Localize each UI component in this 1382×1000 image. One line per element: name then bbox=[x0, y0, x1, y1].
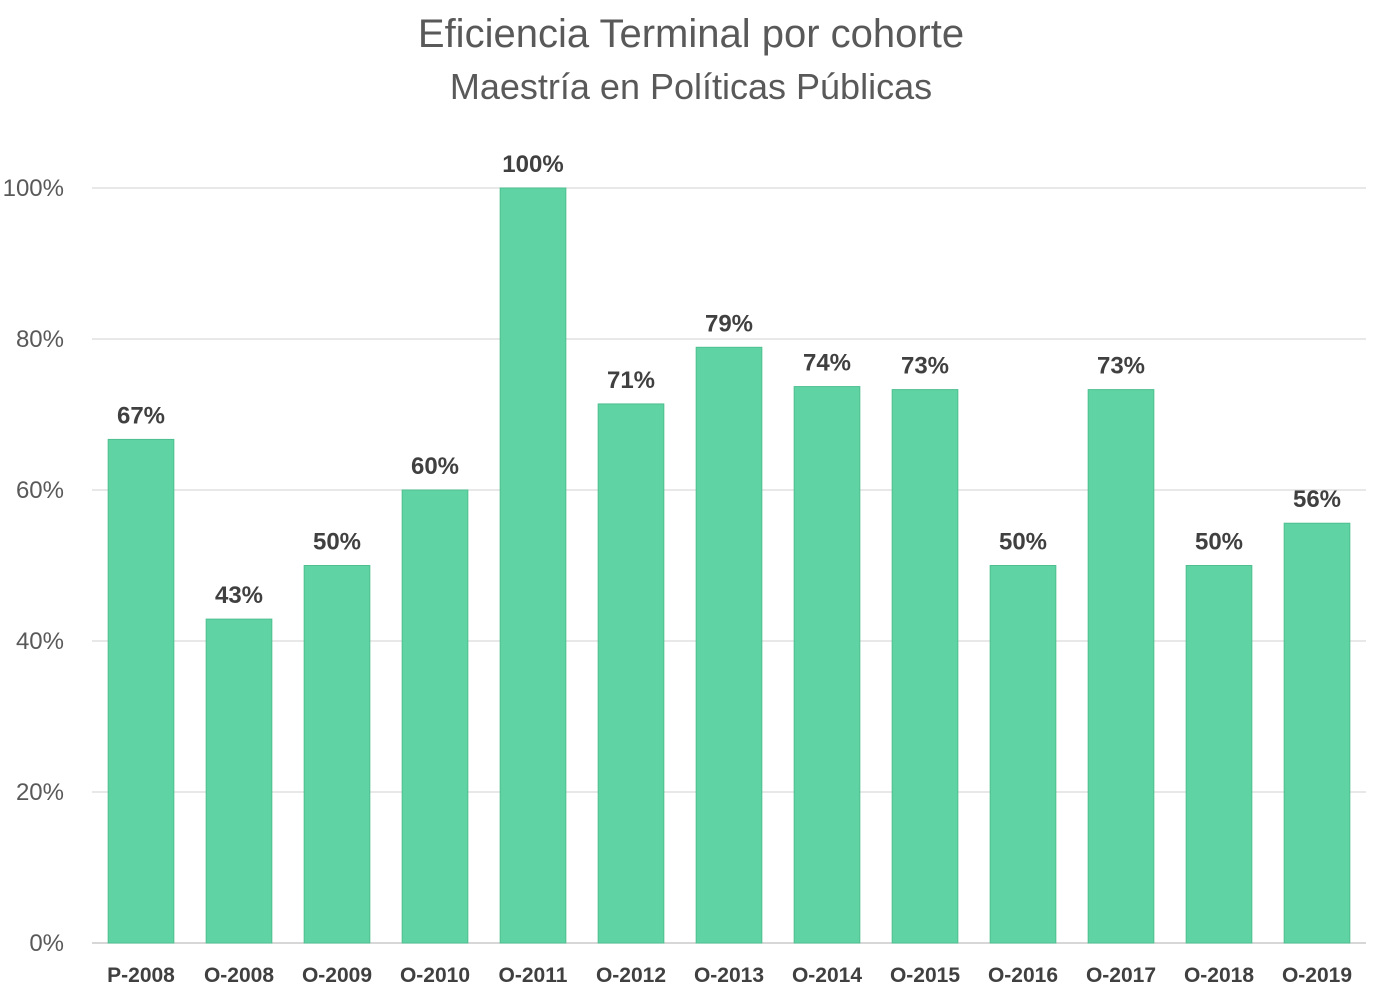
bar bbox=[1185, 565, 1253, 944]
y-tick-label: 0% bbox=[29, 930, 64, 957]
y-tick-label: 20% bbox=[16, 779, 64, 806]
data-label: 56% bbox=[1293, 486, 1341, 513]
x-tick-label: O-2016 bbox=[988, 964, 1058, 987]
x-tick-label: O-2013 bbox=[694, 964, 764, 987]
bar bbox=[597, 403, 665, 944]
data-label: 100% bbox=[502, 151, 563, 178]
data-label: 67% bbox=[117, 402, 165, 429]
data-label: 43% bbox=[215, 582, 263, 609]
bar bbox=[205, 618, 273, 944]
bar bbox=[793, 386, 861, 944]
y-tick-label: 80% bbox=[16, 326, 64, 353]
data-label: 50% bbox=[999, 529, 1047, 556]
bar bbox=[1087, 389, 1155, 944]
x-tick-label: O-2019 bbox=[1282, 964, 1352, 987]
data-label: 50% bbox=[1195, 529, 1243, 556]
data-label: 71% bbox=[607, 367, 655, 394]
x-tick-label: O-2014 bbox=[792, 964, 862, 987]
bar bbox=[401, 489, 469, 944]
x-tick-label: P-2008 bbox=[107, 964, 175, 987]
bar bbox=[499, 187, 567, 944]
data-label: 74% bbox=[803, 350, 851, 377]
data-label: 50% bbox=[313, 529, 361, 556]
y-tick-label: 60% bbox=[16, 477, 64, 504]
bar bbox=[107, 438, 175, 944]
x-tick-label: O-2012 bbox=[596, 964, 666, 987]
data-label: 73% bbox=[1097, 353, 1145, 380]
data-label: 73% bbox=[901, 353, 949, 380]
data-label: 79% bbox=[705, 310, 753, 337]
data-label: 60% bbox=[411, 453, 459, 480]
bar bbox=[891, 389, 959, 944]
x-tick-label: O-2011 bbox=[499, 964, 568, 987]
chart-subtitle: Maestría en Políticas Públicas bbox=[449, 66, 933, 107]
y-tick-label: 100% bbox=[3, 175, 64, 202]
x-tick-label: O-2015 bbox=[890, 964, 960, 987]
bar bbox=[1283, 522, 1351, 944]
x-tick-label: O-2009 bbox=[302, 964, 372, 987]
x-tick-label: O-2010 bbox=[400, 964, 470, 987]
x-tick-label: O-2018 bbox=[1184, 964, 1254, 987]
x-tick-label: O-2017 bbox=[1086, 964, 1156, 987]
bar bbox=[695, 346, 763, 944]
y-tick-label: 40% bbox=[16, 628, 64, 655]
bar bbox=[303, 565, 371, 944]
bar bbox=[989, 565, 1057, 944]
chart-title: Eficiencia Terminal por cohorte bbox=[417, 12, 965, 56]
x-tick-label: O-2008 bbox=[204, 964, 274, 987]
